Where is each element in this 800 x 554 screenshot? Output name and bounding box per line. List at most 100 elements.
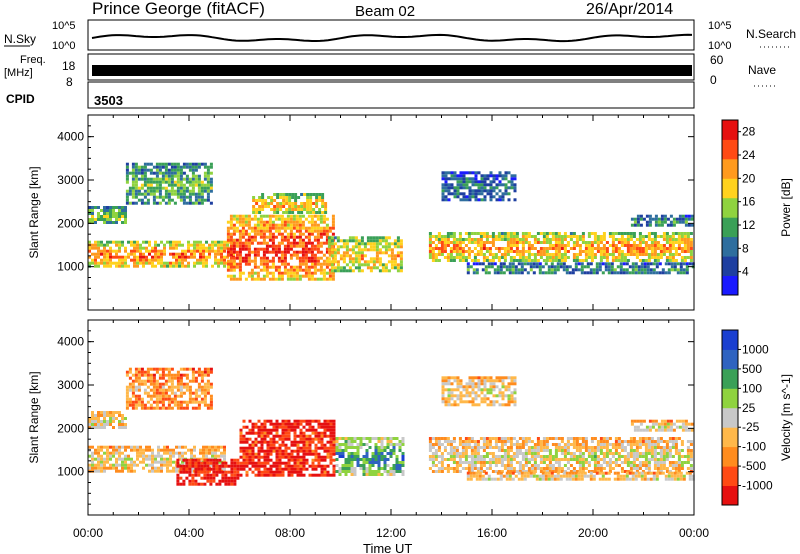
velocity-cell: [623, 470, 627, 473]
power-cell: [596, 247, 600, 250]
power-cell: [176, 168, 180, 172]
power-cell: [226, 240, 229, 244]
velocity-cell: [542, 461, 546, 464]
velocity-cell: [341, 452, 345, 455]
velocity-cell: [359, 446, 363, 449]
velocity-cell: [590, 437, 594, 440]
velocity-cell: [314, 467, 318, 471]
power-cell: [456, 177, 460, 181]
velocity-cell: [338, 452, 342, 455]
power-cell: [134, 183, 138, 187]
power-cell: [191, 186, 195, 190]
power-cell: [310, 265, 314, 269]
power-cell: [142, 246, 145, 250]
power-cell: [653, 247, 657, 250]
velocity-cell: [100, 466, 103, 470]
power-cell: [289, 220, 293, 224]
power-cell: [167, 171, 171, 175]
velocity-cell: [293, 440, 297, 444]
power-cell: [154, 246, 157, 250]
velocity-cell: [190, 451, 193, 455]
power-cell: [292, 277, 296, 281]
power-cell: [324, 202, 328, 205]
power-cell: [620, 256, 624, 259]
velocity-cell: [638, 437, 642, 440]
power-cell: [309, 211, 313, 214]
velocity-cell: [512, 455, 516, 458]
power-cell: [477, 171, 481, 175]
power-cell: [253, 262, 257, 266]
power-cell: [170, 180, 174, 184]
power-cell: [611, 253, 615, 256]
velocity-cell: [281, 422, 285, 426]
power-cell: [313, 244, 317, 248]
power-cell: [336, 251, 340, 255]
power-cell: [301, 232, 305, 236]
power-cell: [342, 257, 346, 261]
velocity-cell: [299, 461, 303, 465]
power-cell: [106, 206, 109, 209]
velocity-cell: [136, 463, 139, 467]
power-cell: [208, 243, 211, 247]
power-cell: [250, 235, 254, 239]
power-cell: [188, 198, 192, 202]
velocity-cell: [106, 414, 109, 417]
velocity-cell: [626, 470, 630, 473]
power-cell: [277, 247, 281, 251]
power-cell: [592, 268, 596, 272]
power-cell: [205, 264, 208, 268]
velocity-cell: [608, 470, 612, 473]
velocity-cell: [197, 394, 201, 398]
power-cell: [109, 206, 112, 209]
power-cell: [173, 162, 177, 166]
power-cell: [614, 256, 618, 259]
power-cell: [235, 262, 239, 266]
velocity-cell: [161, 376, 165, 380]
power-cell: [646, 265, 650, 269]
power-cell: [125, 165, 129, 169]
velocity-cell: [557, 446, 561, 449]
power-cell: [125, 177, 129, 181]
power-cell: [310, 274, 314, 278]
power-cell: [325, 241, 329, 245]
power-cell: [271, 220, 275, 224]
power-cell: [476, 241, 480, 244]
velocity-cell: [635, 464, 639, 467]
power-cell: [375, 251, 379, 255]
power-cell: [112, 261, 115, 265]
power-cell: [247, 259, 251, 263]
velocity-cell: [488, 464, 492, 467]
power-cell: [91, 212, 94, 215]
power-cell: [160, 252, 163, 256]
velocity-cell: [112, 426, 115, 429]
power-cell: [466, 265, 470, 269]
power-cell: [686, 238, 690, 241]
velocity-cell: [181, 454, 184, 458]
power-cell: [223, 246, 226, 250]
power-cell: [348, 248, 352, 252]
power-cell: [229, 223, 233, 227]
power-cell: [238, 271, 242, 275]
power-cell: [504, 192, 508, 196]
power-cell: [289, 253, 293, 257]
velocity-cell: [200, 397, 204, 401]
power-cell: [203, 198, 207, 202]
power-cell: [459, 180, 463, 184]
power-cell: [614, 250, 618, 253]
velocity-cell: [566, 452, 570, 455]
velocity-cell: [320, 437, 324, 441]
velocity-cell: [368, 473, 372, 476]
power-cell: [511, 271, 515, 275]
power-cell: [647, 247, 651, 250]
cpid-value: 3503: [94, 93, 123, 108]
power-cell: [599, 235, 603, 238]
velocity-cell: [188, 482, 192, 486]
velocity-cell: [275, 431, 279, 435]
velocity-cell: [143, 382, 147, 386]
velocity-cell: [632, 452, 636, 455]
power-cell: [270, 208, 274, 211]
power-cell: [644, 250, 648, 253]
power-cell: [220, 261, 223, 265]
power-cell: [94, 261, 97, 265]
power-cell: [655, 271, 659, 275]
